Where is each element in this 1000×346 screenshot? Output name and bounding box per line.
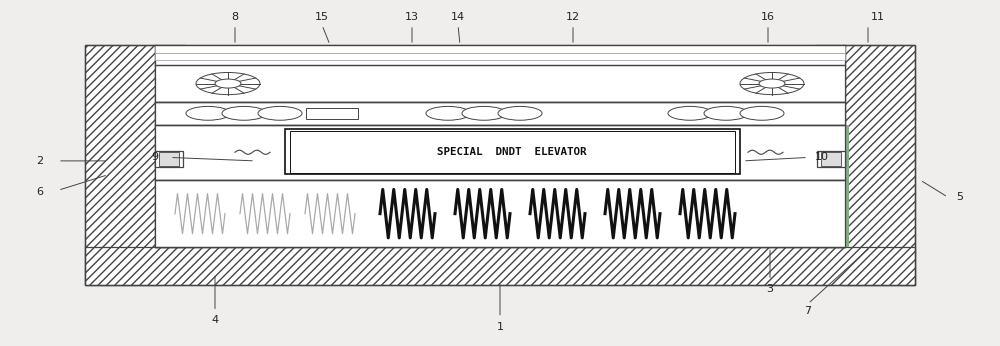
Bar — [155, 45, 185, 125]
Text: 11: 11 — [871, 12, 885, 22]
Bar — [285, 129, 740, 174]
Bar — [155, 102, 845, 125]
Bar — [155, 53, 845, 60]
Circle shape — [215, 79, 241, 88]
Ellipse shape — [704, 107, 748, 120]
Text: 4: 4 — [211, 315, 219, 325]
Ellipse shape — [462, 107, 506, 120]
Bar — [155, 65, 845, 102]
Text: 5: 5 — [956, 192, 964, 202]
Text: 14: 14 — [451, 12, 465, 22]
Circle shape — [740, 73, 804, 95]
Bar — [817, 151, 845, 167]
Circle shape — [196, 73, 260, 95]
Bar — [290, 131, 735, 173]
Ellipse shape — [222, 107, 266, 120]
Bar — [85, 247, 915, 285]
Bar — [155, 151, 183, 167]
Bar — [843, 45, 915, 285]
Text: 15: 15 — [315, 12, 329, 22]
Bar — [85, 45, 915, 285]
Text: 12: 12 — [566, 12, 580, 22]
Text: 13: 13 — [405, 12, 419, 22]
Bar — [155, 180, 845, 247]
Bar — [159, 152, 179, 166]
Ellipse shape — [498, 107, 542, 120]
Bar — [845, 125, 849, 247]
Ellipse shape — [740, 107, 784, 120]
Bar — [821, 152, 841, 166]
Bar — [155, 125, 185, 247]
Ellipse shape — [668, 107, 712, 120]
Bar — [155, 125, 845, 180]
Ellipse shape — [258, 107, 302, 120]
Bar — [155, 45, 845, 247]
Ellipse shape — [426, 107, 470, 120]
Circle shape — [759, 79, 785, 88]
Text: 1: 1 — [496, 322, 504, 332]
Text: 16: 16 — [761, 12, 775, 22]
Text: 6: 6 — [36, 187, 44, 197]
Bar — [155, 45, 845, 53]
Bar — [843, 45, 915, 285]
Bar — [85, 45, 157, 285]
Text: SPECIAL  DNDT  ELEVATOR: SPECIAL DNDT ELEVATOR — [437, 147, 587, 157]
Bar — [815, 45, 845, 125]
Text: 10: 10 — [815, 153, 829, 162]
Ellipse shape — [186, 107, 230, 120]
Bar — [306, 108, 358, 119]
Text: 2: 2 — [36, 156, 44, 166]
Text: 8: 8 — [231, 12, 239, 22]
Text: 3: 3 — [767, 284, 774, 294]
Text: 7: 7 — [804, 307, 812, 316]
Bar — [85, 247, 915, 285]
Bar — [85, 45, 157, 285]
Bar — [815, 125, 845, 247]
Text: 9: 9 — [151, 153, 159, 162]
